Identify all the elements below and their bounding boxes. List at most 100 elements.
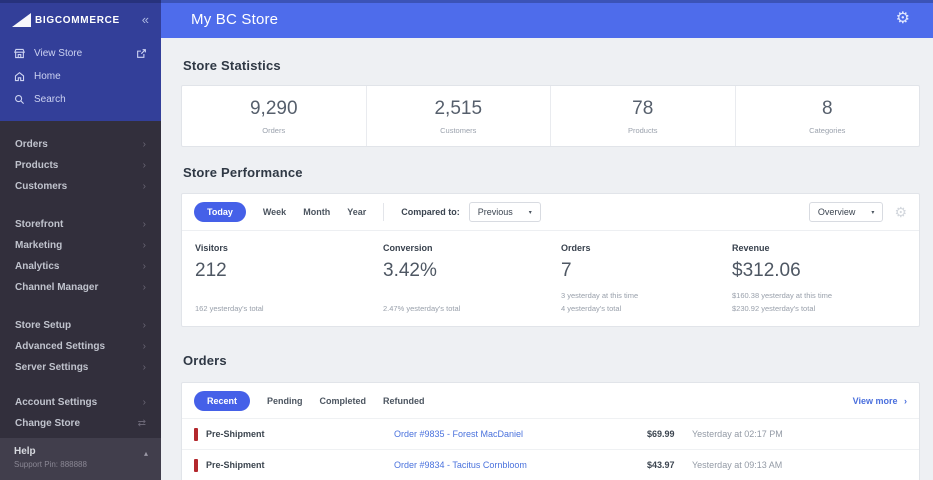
view-more-link[interactable]: View more › [853,396,907,406]
chevron-right-icon: › [904,396,907,406]
sidebar-item-customers[interactable]: Customers › [0,176,161,197]
menu-label: Orders [15,139,48,150]
sidebar-item-account-settings[interactable]: Account Settings › [0,392,161,413]
brand-name: BIGCOMMERCE [35,14,120,26]
store-title: My BC Store [191,10,279,28]
vertical-divider [383,203,385,221]
menu-group-divider [0,298,161,315]
stat-value: 9,290 [249,97,298,119]
order-amount: $69.99 [647,429,675,439]
order-link[interactable]: Order #9835 - Forest MacDaniel [394,429,524,439]
dropdown-caret-icon: ▾ [528,209,532,216]
sidebar-item-store-setup[interactable]: Store Setup › [0,315,161,336]
stat-label: Products [627,125,658,135]
metric-value: 3.42% [383,260,437,281]
tab-month[interactable]: Month [303,207,331,217]
metric-subtext: $230.92 yesterday's total [732,304,816,313]
chevron-right-icon: › [142,362,146,373]
chevron-right-icon: › [142,181,146,192]
store-statistics-card: 9,290 Orders 2,515 Customers 78 Products… [181,85,920,147]
sidebar-item-search[interactable]: Search [0,88,161,111]
chevron-right-icon: › [142,320,146,331]
sidebar-item-change-store[interactable]: Change Store ⇄ [0,413,161,434]
status-label: Pre-Shipment [206,460,265,470]
compared-to-select[interactable]: Previous ▾ [468,202,541,222]
store-performance-card: Today Week Month Year Compared to: Previ… [181,193,920,327]
sidebar-item-marketing[interactable]: Marketing › [0,235,161,256]
sidebar-item-server-settings[interactable]: Server Settings › [0,357,161,378]
dropdown-caret-icon: ▾ [871,209,875,216]
settings-gear-icon[interactable]: ⚙ [895,10,910,27]
sidebar-item-analytics[interactable]: Analytics › [0,256,161,277]
tab-pending[interactable]: Pending [267,396,303,406]
order-amount: $43.97 [647,460,675,470]
overview-select[interactable]: Overview ▾ [808,202,884,222]
tab-recent[interactable]: Recent [194,391,251,411]
metric-subtext: $160.38 yesterday at this time [732,291,833,300]
top-header: My BC Store ⚙ [161,0,933,38]
stat-value: 8 [821,97,833,119]
bigcommerce-logo-icon [12,13,31,27]
order-status: Pre-Shipment [194,458,394,472]
tab-week[interactable]: Week [262,207,287,217]
main-area: My BC Store ⚙ Store Statistics 9,290 Ord… [161,0,933,480]
sidebar-item-orders[interactable]: Orders › [0,134,161,155]
metric-label: Conversion [383,243,433,253]
stat-products: 78 Products [551,86,736,146]
stat-label: Customers [440,125,477,135]
order-link[interactable]: Order #9834 - Tacitus Cornbloom [394,460,527,470]
orders-tabs: Recent Pending Completed Refunded View m… [182,383,919,418]
metric-revenue: Revenue $312.06 $160.38 yesterday at thi… [732,240,919,313]
tab-refunded[interactable]: Refunded [383,396,425,406]
metric-subtext [195,291,383,300]
sidebar-item-advanced-settings[interactable]: Advanced Settings › [0,336,161,357]
menu-group-divider [0,378,161,392]
tab-year[interactable]: Year [347,207,367,217]
sidebar: BIGCOMMERCE « View Store Home Search Ord… [0,0,161,480]
chevron-right-icon: › [142,240,146,251]
performance-metrics: Visitors 212 162 yesterday's total Conve… [182,231,919,326]
tab-completed[interactable]: Completed [319,396,367,406]
metric-subtext: 3 yesterday at this time [561,291,639,300]
performance-controls: Today Week Month Year Compared to: Previ… [182,194,919,230]
metric-subtext: 162 yesterday's total [195,304,264,313]
metric-visitors: Visitors 212 162 yesterday's total [195,240,383,313]
menu-group-divider [0,197,161,214]
chevron-right-icon: › [142,160,146,171]
metric-conversion: Conversion 3.42% 2.47% yesterday's total [383,240,561,313]
sidebar-item-products[interactable]: Products › [0,155,161,176]
sidebar-item-channel-manager[interactable]: Channel Manager › [0,277,161,298]
search-icon [15,95,25,105]
metric-orders: Orders 7 3 yesterday at this time 4 yest… [561,240,732,313]
performance-settings-gear-icon[interactable]: ⚙ [894,204,907,220]
stat-value: 78 [632,97,654,119]
metric-value: $312.06 [732,260,801,281]
tab-today[interactable]: Today [194,202,246,222]
collapse-sidebar-icon[interactable]: « [141,12,149,27]
menu-label: Account Settings [15,397,98,408]
store-statistics-heading: Store Statistics [183,58,281,73]
sidebar-item-home[interactable]: Home [0,65,161,88]
menu-label: Channel Manager [15,282,99,293]
compared-to-label: Compared to: [401,207,460,217]
chevron-right-icon: › [142,139,146,150]
select-value: Previous [477,207,513,217]
chevron-right-icon: › [142,341,146,352]
sidebar-item-view-store[interactable]: View Store [0,42,161,65]
sidebar-item-label: Search [34,94,66,105]
sidebar-menu: Orders › Products › Customers › Storefro… [0,121,161,455]
order-row: Pre-Shipment Order #9834 - Tacitus Cornb… [182,449,919,480]
sidebar-item-label: View Store [34,48,83,59]
chevron-right-icon: › [142,219,146,230]
store-performance-heading: Store Performance [183,165,303,180]
caret-up-icon: ▴ [143,449,148,458]
sidebar-top-section: BIGCOMMERCE « View Store Home Search [0,0,161,121]
menu-label: Server Settings [15,362,89,373]
metric-label: Orders [561,243,591,253]
orders-card: Recent Pending Completed Refunded View m… [181,382,920,480]
help-panel[interactable]: Help Support Pin: 888888 ▴ [0,438,161,480]
metric-label: Visitors [195,243,228,253]
menu-label: Customers [15,181,68,192]
metric-value: 212 [195,260,227,281]
sidebar-item-storefront[interactable]: Storefront › [0,214,161,235]
